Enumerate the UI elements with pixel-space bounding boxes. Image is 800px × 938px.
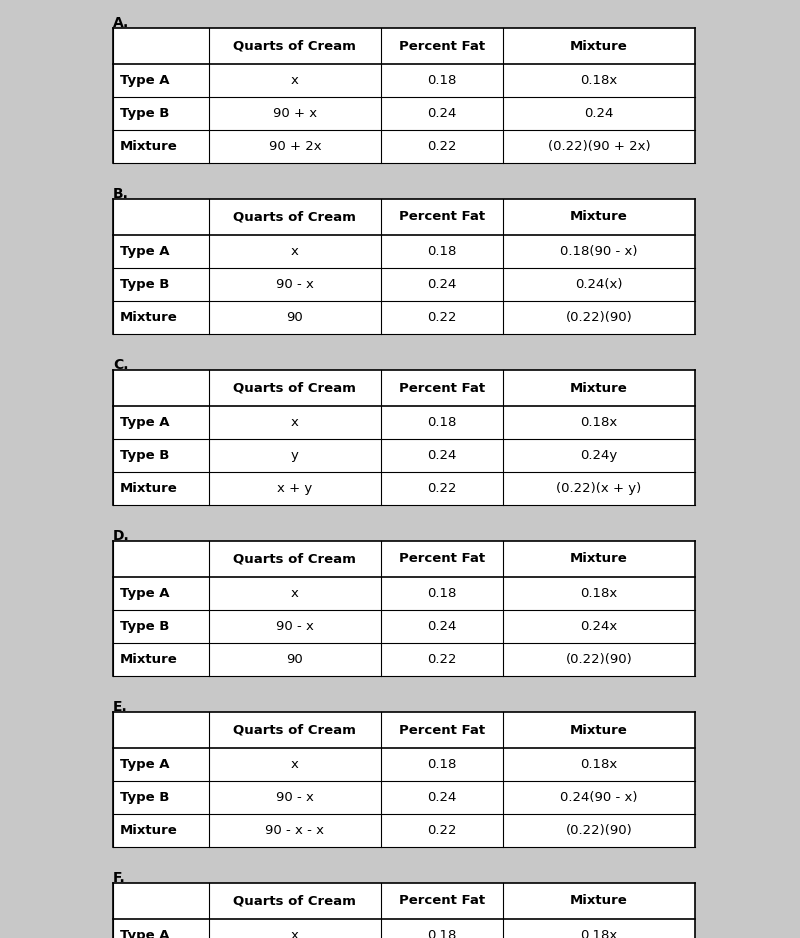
Text: 90: 90 xyxy=(286,653,303,666)
Text: 0.18: 0.18 xyxy=(427,245,457,258)
Text: 90: 90 xyxy=(286,311,303,324)
Text: x: x xyxy=(291,929,299,938)
Text: C.: C. xyxy=(113,358,129,372)
Text: Mixture: Mixture xyxy=(120,824,178,837)
Bar xyxy=(113,28,695,163)
Text: x: x xyxy=(291,416,299,429)
Text: 90 - x: 90 - x xyxy=(276,278,314,291)
Text: 0.18: 0.18 xyxy=(427,929,457,938)
Text: 0.24(x): 0.24(x) xyxy=(575,278,622,291)
Text: x + y: x + y xyxy=(278,482,313,495)
Text: Type B: Type B xyxy=(120,791,170,804)
Text: Quarts of Cream: Quarts of Cream xyxy=(234,210,356,223)
Bar xyxy=(113,883,695,938)
Text: Type A: Type A xyxy=(120,929,170,938)
Text: Type B: Type B xyxy=(120,278,170,291)
Text: (0.22)(90): (0.22)(90) xyxy=(566,311,632,324)
Text: 0.22: 0.22 xyxy=(427,653,457,666)
Text: 0.18: 0.18 xyxy=(427,74,457,87)
Text: 0.18: 0.18 xyxy=(427,758,457,771)
Text: Percent Fat: Percent Fat xyxy=(398,382,485,395)
Text: 0.18x: 0.18x xyxy=(580,587,618,600)
Text: Type A: Type A xyxy=(120,758,170,771)
Text: Mixture: Mixture xyxy=(570,552,628,566)
Text: Type B: Type B xyxy=(120,449,170,462)
Text: 0.18x: 0.18x xyxy=(580,929,618,938)
Text: 90 + x: 90 + x xyxy=(273,107,317,120)
Text: 0.24: 0.24 xyxy=(584,107,614,120)
Text: 0.18x: 0.18x xyxy=(580,758,618,771)
Text: Percent Fat: Percent Fat xyxy=(398,210,485,223)
Text: Type A: Type A xyxy=(120,74,170,87)
Text: 0.24x: 0.24x xyxy=(580,620,618,633)
Text: 90 - x: 90 - x xyxy=(276,620,314,633)
Text: Quarts of Cream: Quarts of Cream xyxy=(234,895,356,907)
Text: 0.22: 0.22 xyxy=(427,140,457,153)
Text: Quarts of Cream: Quarts of Cream xyxy=(234,723,356,736)
Text: Mixture: Mixture xyxy=(570,895,628,907)
Text: 0.18(90 - x): 0.18(90 - x) xyxy=(560,245,638,258)
Bar xyxy=(113,199,695,334)
Text: 0.24: 0.24 xyxy=(427,449,457,462)
Text: Quarts of Cream: Quarts of Cream xyxy=(234,552,356,566)
Text: F.: F. xyxy=(113,871,126,885)
Text: 0.22: 0.22 xyxy=(427,482,457,495)
Text: 90 + 2x: 90 + 2x xyxy=(269,140,321,153)
Text: 0.24: 0.24 xyxy=(427,791,457,804)
Text: Mixture: Mixture xyxy=(570,382,628,395)
Text: x: x xyxy=(291,587,299,600)
Text: E.: E. xyxy=(113,700,128,714)
Text: 90 - x: 90 - x xyxy=(276,791,314,804)
Text: Mixture: Mixture xyxy=(570,210,628,223)
Text: 0.18x: 0.18x xyxy=(580,416,618,429)
Text: 0.24y: 0.24y xyxy=(580,449,618,462)
Text: Mixture: Mixture xyxy=(120,653,178,666)
Bar xyxy=(113,541,695,676)
Text: Mixture: Mixture xyxy=(570,39,628,53)
Text: Percent Fat: Percent Fat xyxy=(398,39,485,53)
Text: 0.24: 0.24 xyxy=(427,107,457,120)
Text: Percent Fat: Percent Fat xyxy=(398,895,485,907)
Text: (0.22)(90): (0.22)(90) xyxy=(566,653,632,666)
Text: 0.24(90 - x): 0.24(90 - x) xyxy=(560,791,638,804)
Text: (0.22)(90 + 2x): (0.22)(90 + 2x) xyxy=(548,140,650,153)
Text: 0.18x: 0.18x xyxy=(580,74,618,87)
Text: Type A: Type A xyxy=(120,416,170,429)
Text: Type B: Type B xyxy=(120,620,170,633)
Text: x: x xyxy=(291,245,299,258)
Text: 90 - x - x: 90 - x - x xyxy=(266,824,324,837)
Text: D.: D. xyxy=(113,529,130,543)
Text: Mixture: Mixture xyxy=(120,482,178,495)
Text: Percent Fat: Percent Fat xyxy=(398,723,485,736)
Text: Percent Fat: Percent Fat xyxy=(398,552,485,566)
Text: y: y xyxy=(291,449,299,462)
Text: Quarts of Cream: Quarts of Cream xyxy=(234,382,356,395)
Bar xyxy=(113,712,695,847)
Text: (0.22)(x + y): (0.22)(x + y) xyxy=(556,482,642,495)
Text: B.: B. xyxy=(113,187,129,201)
Text: A.: A. xyxy=(113,16,130,30)
Text: 0.24: 0.24 xyxy=(427,278,457,291)
Text: 0.18: 0.18 xyxy=(427,416,457,429)
Text: 0.22: 0.22 xyxy=(427,311,457,324)
Text: Quarts of Cream: Quarts of Cream xyxy=(234,39,356,53)
Text: x: x xyxy=(291,758,299,771)
Text: Mixture: Mixture xyxy=(120,140,178,153)
Text: Type A: Type A xyxy=(120,245,170,258)
Text: Type A: Type A xyxy=(120,587,170,600)
Text: Mixture: Mixture xyxy=(570,723,628,736)
Text: Type B: Type B xyxy=(120,107,170,120)
Text: 0.24: 0.24 xyxy=(427,620,457,633)
Bar xyxy=(113,370,695,505)
Text: x: x xyxy=(291,74,299,87)
Text: 0.22: 0.22 xyxy=(427,824,457,837)
Text: 0.18: 0.18 xyxy=(427,587,457,600)
Text: Mixture: Mixture xyxy=(120,311,178,324)
Text: (0.22)(90): (0.22)(90) xyxy=(566,824,632,837)
